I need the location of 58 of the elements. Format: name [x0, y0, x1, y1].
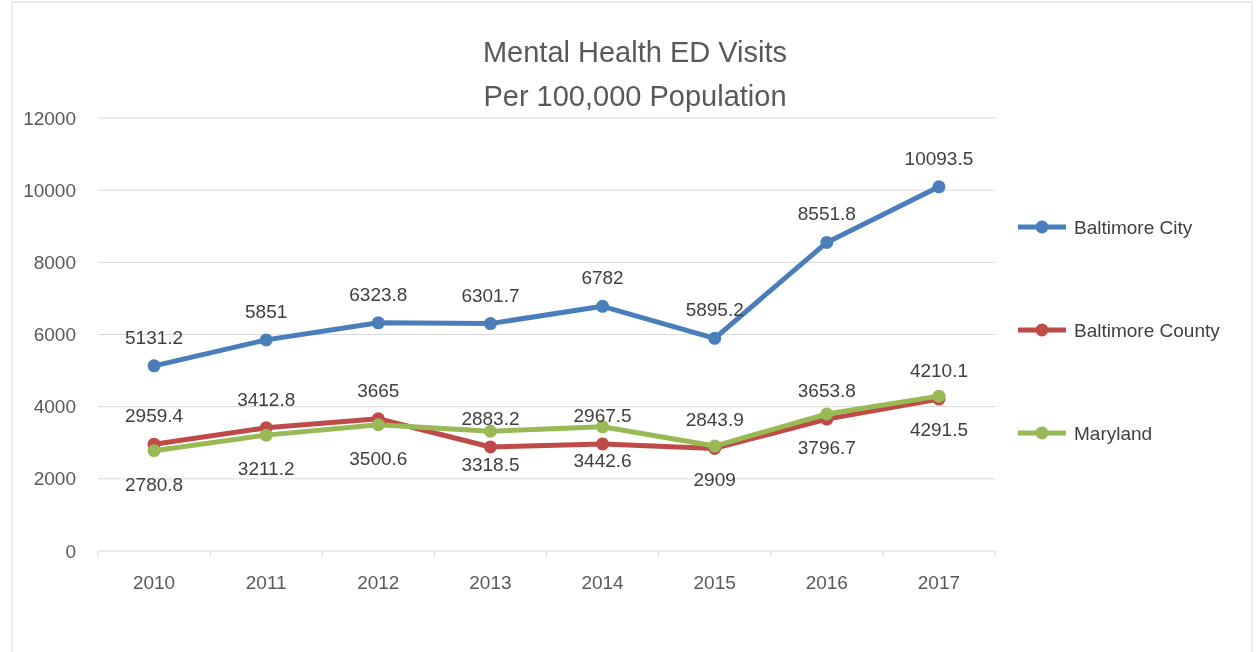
point	[371, 418, 385, 432]
point	[259, 333, 273, 347]
point	[708, 331, 722, 345]
y-tick-label: 4000	[33, 396, 76, 418]
y-tick-label: 10000	[23, 179, 76, 201]
point	[483, 440, 497, 454]
data-label: 6323.8	[349, 283, 408, 305]
x-tick-label: 2012	[357, 572, 400, 593]
data-label: 3653.8	[797, 380, 856, 402]
data-label: 3500.6	[349, 447, 408, 469]
data-label: 6301.7	[461, 284, 520, 306]
y-tick-label: 8000	[33, 251, 76, 273]
data-label: 3412.8	[237, 388, 296, 410]
point	[147, 444, 161, 458]
data-label: 3665	[357, 379, 400, 401]
data-label: 2909	[693, 469, 736, 491]
point	[820, 235, 834, 249]
data-label: 2883.2	[461, 407, 520, 429]
legend-label: Baltimore County	[1074, 319, 1221, 341]
legend-label: Maryland	[1074, 422, 1153, 444]
data-label: 2843.9	[685, 409, 744, 431]
data-label: 4291.5	[909, 419, 968, 441]
point	[483, 424, 497, 438]
data-label: 3442.6	[573, 449, 632, 471]
data-label: 2780.8	[125, 473, 184, 495]
y-tick-label: 2000	[33, 468, 76, 490]
y-tick-label: 6000	[33, 324, 76, 346]
y-tick-label: 12000	[23, 107, 76, 129]
point	[147, 359, 161, 373]
data-label: 5131.2	[125, 326, 184, 348]
data-label: 2959.4	[125, 405, 184, 427]
y-tick-label: 0	[65, 540, 76, 562]
point	[483, 317, 497, 331]
data-label: 2967.5	[573, 404, 632, 426]
x-tick-label: 2014	[581, 572, 625, 593]
data-label: 3211.2	[237, 458, 295, 480]
point	[259, 428, 273, 442]
x-tick-label: 2013	[469, 572, 512, 593]
chart-title: Mental Health ED Visits Per 100,000 Population	[482, 36, 788, 112]
data-label: 4210.1	[909, 360, 968, 382]
legend-label: Baltimore City	[1074, 216, 1193, 238]
x-tick-label: 2011	[245, 572, 287, 593]
x-tick-label: 2017	[917, 572, 961, 593]
data-label: 3796.7	[797, 437, 856, 458]
point	[371, 316, 385, 330]
x-tick-label: 2010	[132, 572, 176, 593]
x-tick-label: 2015	[693, 572, 736, 593]
data-label: 6782	[581, 267, 624, 289]
point	[596, 437, 610, 451]
x-tick-label: 2016	[805, 572, 848, 593]
data-label: 10093.5	[904, 147, 974, 169]
data-label: 5895.2	[685, 299, 744, 321]
point	[596, 299, 610, 313]
point	[932, 180, 946, 194]
data-label: 5851	[245, 300, 288, 322]
point	[820, 407, 834, 421]
data-label: 8551.8	[797, 203, 856, 225]
data-label: 3318.5	[461, 454, 520, 476]
